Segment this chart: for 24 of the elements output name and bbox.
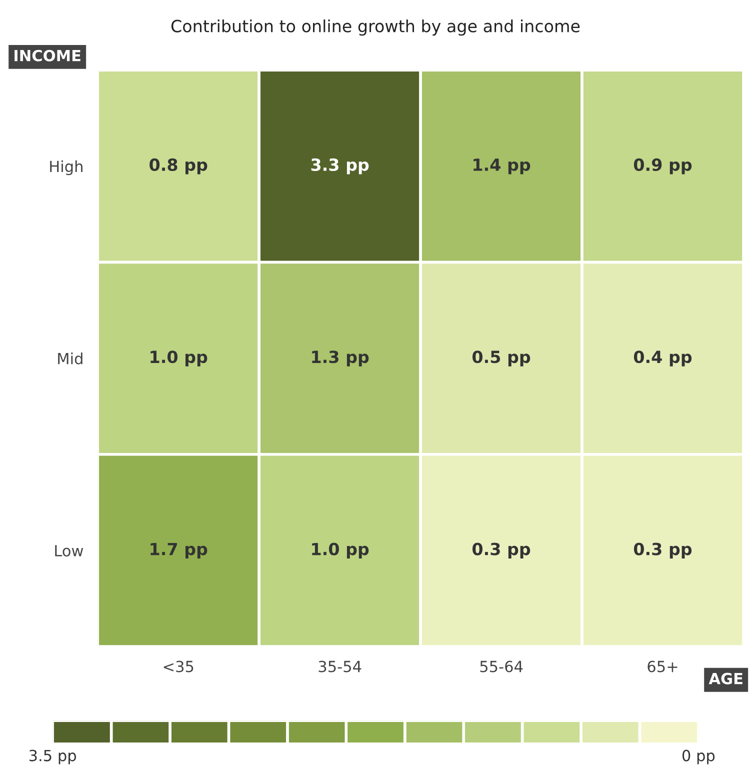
data-label: 1.3 pp bbox=[312, 350, 369, 366]
data-label: 3.3 pp bbox=[311, 158, 369, 174]
x-tick-label: 55-64 bbox=[480, 660, 523, 672]
x-tick-label: 65+ bbox=[648, 660, 678, 672]
y-axis-title: INCOME bbox=[14, 50, 80, 62]
data-label: 0.8 pp bbox=[150, 158, 208, 174]
data-label: 0.3 pp bbox=[634, 542, 692, 559]
data-label: 0.9 pp bbox=[634, 158, 692, 174]
chart-title: Contribution to online growth by age and income bbox=[171, 19, 580, 36]
y-tick-label: Low bbox=[55, 545, 84, 557]
color-bar-label: 0 pp bbox=[682, 750, 715, 764]
data-label: 1.7 pp bbox=[150, 542, 208, 559]
x-tick-label: 35-54 bbox=[318, 660, 362, 672]
data-label: 1.0 pp bbox=[312, 542, 369, 559]
y-tick-label: High bbox=[50, 160, 82, 176]
x-tick-label: <35 bbox=[164, 660, 194, 672]
data-label: 0.5 pp bbox=[472, 350, 530, 366]
data-label: 1.0 pp bbox=[150, 350, 208, 366]
color-bar-label: 3.5 pp bbox=[29, 750, 76, 764]
data-label: 0.3 pp bbox=[472, 542, 530, 559]
x-axis-title: AGE bbox=[708, 672, 742, 684]
data-label: 0.4 pp bbox=[634, 350, 692, 366]
data-label: 1.4 pp bbox=[474, 158, 530, 174]
y-tick-label: Mid bbox=[58, 352, 82, 364]
